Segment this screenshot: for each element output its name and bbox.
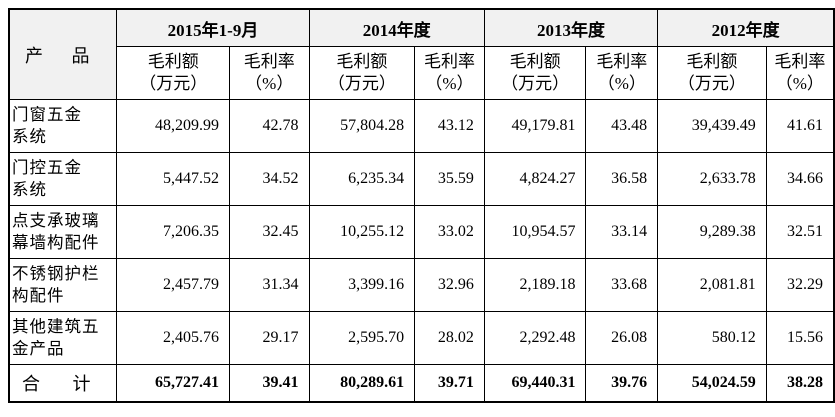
- table-cell: 4,824.27: [483, 152, 587, 206]
- product-name: 门控五金 系统: [8, 152, 118, 206]
- year-header-2015: 2015年1-9月: [116, 8, 310, 47]
- table-cell: 80,289.61: [308, 364, 416, 403]
- table-cell: 33.68: [585, 258, 659, 312]
- table-row: 点支承玻璃 幕墙构配件 7,206.35 32.45 10,255.12 33.02 10…: [8, 205, 835, 259]
- table-row: 门控五金 系统 5,447.52 34.52 6,235.34 35.59 4,824.2…: [8, 152, 835, 206]
- table-cell: 2,595.70: [308, 311, 416, 365]
- table-cell: 5,447.52: [116, 152, 230, 206]
- total-row: 合 计 65,727.41 39.41 80,289.61 39.71 69,4…: [8, 364, 835, 403]
- table-cell: 49,179.81: [483, 99, 587, 153]
- product-name: 门窗五金 系统: [8, 99, 118, 153]
- year-header-2014: 2014年度: [308, 8, 485, 47]
- table-cell: 41.61: [765, 99, 835, 153]
- table-cell: 6,235.34: [308, 152, 416, 206]
- table-cell: 15.56: [765, 311, 835, 365]
- table-cell: 32.51: [765, 205, 835, 259]
- table-cell: 10,255.12: [308, 205, 416, 259]
- table-cell: 34.66: [765, 152, 835, 206]
- product-name: 不锈钢护栏 构配件: [8, 258, 118, 312]
- table-cell: 39,439.49: [657, 99, 767, 153]
- table-cell: 65,727.41: [116, 364, 230, 403]
- gross-margin-header: 毛利率 （%）: [414, 46, 485, 100]
- table-cell: 54,024.59: [657, 364, 767, 403]
- table-cell: 36.58: [585, 152, 659, 206]
- table-cell: 7,206.35: [116, 205, 230, 259]
- table-cell: 32.29: [765, 258, 835, 312]
- table-container: 产 品 2015年1-9月 2014年度 2013年度 2012年度 毛利额 （…: [8, 8, 835, 403]
- table-cell: 69,440.31: [483, 364, 587, 403]
- table-cell: 33.14: [585, 205, 659, 259]
- table-cell: 35.59: [414, 152, 485, 206]
- table-row: 门窗五金 系统 48,209.99 42.78 57,804.28 43.12 49,17…: [8, 99, 835, 153]
- table-cell: 43.48: [585, 99, 659, 153]
- table-cell: 28.02: [414, 311, 485, 365]
- table-cell: 32.96: [414, 258, 485, 312]
- product-name: 其他建筑五 金产品: [8, 311, 118, 365]
- table-cell: 43.12: [414, 99, 485, 153]
- table-cell: 580.12: [657, 311, 767, 365]
- year-header-2013: 2013年度: [483, 8, 659, 47]
- gross-profit-header: 毛利额 （万元）: [657, 46, 767, 100]
- table-cell: 39.76: [585, 364, 659, 403]
- table-cell: 39.41: [228, 364, 310, 403]
- table-cell: 10,954.57: [483, 205, 587, 259]
- table-cell: 57,804.28: [308, 99, 416, 153]
- gross-profit-table: 产 品 2015年1-9月 2014年度 2013年度 2012年度 毛利额 （…: [8, 8, 835, 403]
- total-label: 合 计: [8, 364, 118, 403]
- gross-profit-header: 毛利额 （万元）: [116, 46, 230, 100]
- table-cell: 2,633.78: [657, 152, 767, 206]
- table-cell: 31.34: [228, 258, 310, 312]
- gross-margin-header: 毛利率 （%）: [765, 46, 835, 100]
- table-cell: 2,292.48: [483, 311, 587, 365]
- table-cell: 34.52: [228, 152, 310, 206]
- table-cell: 38.28: [765, 364, 835, 403]
- table-cell: 33.02: [414, 205, 485, 259]
- table-cell: 2,081.81: [657, 258, 767, 312]
- product-header: 产 品: [8, 8, 118, 100]
- gross-profit-header: 毛利额 （万元）: [483, 46, 587, 100]
- table-cell: 2,405.76: [116, 311, 230, 365]
- table-cell: 2,189.18: [483, 258, 587, 312]
- table-row: 不锈钢护栏 构配件 2,457.79 31.34 3,399.16 32.96 2,189…: [8, 258, 835, 312]
- product-name: 点支承玻璃 幕墙构配件: [8, 205, 118, 259]
- gross-profit-header: 毛利额 （万元）: [308, 46, 416, 100]
- table-row: 其他建筑五 金产品 2,405.76 29.17 2,595.70 28.02 2,292…: [8, 311, 835, 365]
- table-cell: 2,457.79: [116, 258, 230, 312]
- table-cell: 39.71: [414, 364, 485, 403]
- table-cell: 26.08: [585, 311, 659, 365]
- table-cell: 42.78: [228, 99, 310, 153]
- gross-margin-header: 毛利率 （%）: [228, 46, 310, 100]
- table-cell: 9,289.38: [657, 205, 767, 259]
- table-cell: 48,209.99: [116, 99, 230, 153]
- year-header-2012: 2012年度: [657, 8, 835, 47]
- gross-margin-header: 毛利率 （%）: [585, 46, 659, 100]
- table-cell: 29.17: [228, 311, 310, 365]
- table-cell: 32.45: [228, 205, 310, 259]
- table-cell: 3,399.16: [308, 258, 416, 312]
